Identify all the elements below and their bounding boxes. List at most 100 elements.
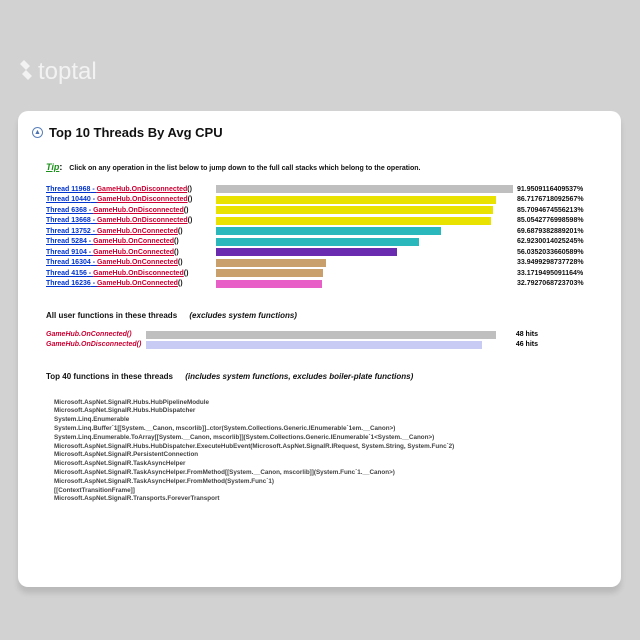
pct-label: 33.9499298737728% [517,259,599,266]
thread-row: Thread 16236 - GameHub.OnConnected() 32.7… [46,279,599,289]
func-item: Microsoft.AspNet.SignalR.TaskAsyncHelper… [54,469,607,478]
thread-link[interactable]: Thread 13752 [46,228,91,235]
bar-area [216,269,513,277]
bar [216,248,397,256]
hub-link[interactable]: GameHub.OnConnected [93,238,174,245]
thread-label: Thread 10440 - GameHub.OnDisconnected() [46,196,216,203]
bar [216,259,326,267]
pct-label: 32.7927068723703% [517,280,599,287]
bar [216,217,491,225]
hub-link[interactable]: GameHub.OnDisconnected [97,196,188,203]
toptal-logo-icon [20,60,36,85]
func-item: Microsoft.AspNet.SignalR.Hubs.HubPipelin… [54,399,607,408]
bar [216,206,493,214]
thread-link[interactable]: Thread 16304 [46,259,91,266]
top40-heading: Top 40 functions in these threads (inclu… [46,372,607,381]
hub-link[interactable]: GameHub.OnConnected [93,249,174,256]
thread-label: Thread 6368 - GameHub.OnDisconnected() [46,207,216,214]
bar [216,269,323,277]
pct-label: 62.9230014025245% [517,238,599,245]
func-item: [[ContextTransitionFrame]] [54,487,607,496]
thread-row: Thread 10440 - GameHub.OnDisconnected() 8… [46,195,599,205]
func-item: Microsoft.AspNet.SignalR.Transports.Fore… [54,495,607,504]
title-row: ▲ Top 10 Threads By Avg CPU [32,125,607,140]
hub-link[interactable]: GameHub.OnConnected [97,228,178,235]
thread-row: Thread 9104 - GameHub.OnConnected() 56.03… [46,247,599,257]
thread-row: Thread 5284 - GameHub.OnConnected() 62.92… [46,237,599,247]
bar [216,238,419,246]
hub-link[interactable]: GameHub.OnDisconnected [97,217,188,224]
thread-link[interactable]: Thread 9104 [46,249,87,256]
bar-area [216,185,513,193]
thread-link[interactable]: Thread 16236 [46,280,91,287]
func-item: System.Linq.Buffer`1[[System.__Canon, ms… [54,425,607,434]
bar [216,196,496,204]
bar-area [216,248,513,256]
thread-link[interactable]: Thread 11968 [46,186,90,193]
bar-area [216,196,513,204]
user-funcs-chart: GameHub.OnConnected() 48 hits GameHub.OnDi… [46,330,607,350]
thread-link[interactable]: Thread 6368 [46,207,87,214]
user-func-bar [146,331,496,339]
pct-label: 85.0542776998598% [517,217,599,224]
user-funcs-heading: All user functions in these threads (exc… [46,311,607,320]
hits-label: 48 hits [502,331,538,338]
thread-label: Thread 13668 - GameHub.OnDisconnected() [46,217,216,224]
thread-link[interactable]: Thread 4156 [46,270,87,277]
thread-label: Thread 5284 - GameHub.OnConnected() [46,238,216,245]
pct-label: 86.7176718092567% [517,196,599,203]
func-item: Microsoft.AspNet.SignalR.TaskAsyncHelper… [54,478,607,487]
hub-link[interactable]: GameHub.OnConnected [97,280,178,287]
hub-link[interactable]: GameHub.OnConnected [97,259,178,266]
bar-area [216,238,513,246]
func-item: System.Linq.Enumerable.ToArray[[System._… [54,434,607,443]
top40-list: Microsoft.AspNet.SignalR.Hubs.HubPipelin… [54,399,607,505]
bar [216,185,513,193]
func-item: Microsoft.AspNet.SignalR.Hubs.HubDispatc… [54,407,607,416]
user-func-row: GameHub.OnDisconnected() 46 hits [46,340,607,350]
thread-row: Thread 6368 - GameHub.OnDisconnected() 85… [46,205,599,215]
thread-row: Thread 13668 - GameHub.OnDisconnected() 8… [46,216,599,226]
thread-row: Thread 13752 - GameHub.OnConnected()69.6… [46,226,599,236]
bar-area [216,259,513,267]
pct-label: 33.1719495091164% [517,270,599,277]
pct-label: 91.9509116409537% [517,186,599,193]
bar [216,227,441,235]
tip-row: Tip: Click on any operation in the list … [46,162,607,172]
thread-link[interactable]: Thread 5284 [46,238,87,245]
thread-row: Thread 16304 - GameHub.OnConnected() 33.9… [46,258,599,268]
thread-label: Thread 11968 - GameHub.OnDisconnected() [46,186,216,193]
bar-area [216,227,513,235]
user-func-link[interactable]: GameHub.OnConnected() [46,331,146,338]
bar-area [216,280,513,288]
user-func-row: GameHub.OnConnected() 48 hits [46,330,607,340]
thread-label: Thread 9104 - GameHub.OnConnected() [46,249,216,256]
hub-link[interactable]: GameHub.OnDisconnected [93,207,184,214]
hub-link[interactable]: GameHub.OnDisconnected [93,270,184,277]
pct-label: 56.0352033660589% [517,249,599,256]
thread-link[interactable]: Thread 10440 [46,196,91,203]
user-func-link[interactable]: GameHub.OnDisconnected() [46,341,146,348]
thread-label: Thread 13752 - GameHub.OnConnected() [46,228,216,235]
tip-text: Click on any operation in the list below… [69,165,420,172]
hits-label: 46 hits [502,341,538,348]
thread-row: Thread 11968 - GameHub.OnDisconnected() 9… [46,184,599,194]
func-item: System.Linq.Enumerable [54,416,607,425]
threads-chart: Thread 11968 - GameHub.OnDisconnected() 9… [46,184,599,289]
thread-label: Thread 4156 - GameHub.OnDisconnected() [46,270,216,277]
toptal-logo: toptal [20,58,97,86]
thread-label: Thread 16236 - GameHub.OnConnected() [46,280,216,287]
toptal-logo-text: toptal [38,58,97,86]
bar [216,280,322,288]
func-item: Microsoft.AspNet.SignalR.TaskAsyncHelper [54,460,607,469]
thread-link[interactable]: Thread 13668 [46,217,91,224]
thread-row: Thread 4156 - GameHub.OnDisconnected() 33… [46,268,599,278]
collapse-icon[interactable]: ▲ [32,127,43,138]
func-item: Microsoft.AspNet.SignalR.PersistentConne… [54,451,607,460]
page-title: Top 10 Threads By Avg CPU [49,125,223,140]
thread-label: Thread 16304 - GameHub.OnConnected() [46,259,216,266]
profiler-card: ▲ Top 10 Threads By Avg CPU Tip: Click o… [18,111,621,587]
user-func-bar [146,341,482,349]
hub-link[interactable]: GameHub.OnDisconnected [97,186,188,193]
pct-label: 85.7094674556213% [517,207,599,214]
